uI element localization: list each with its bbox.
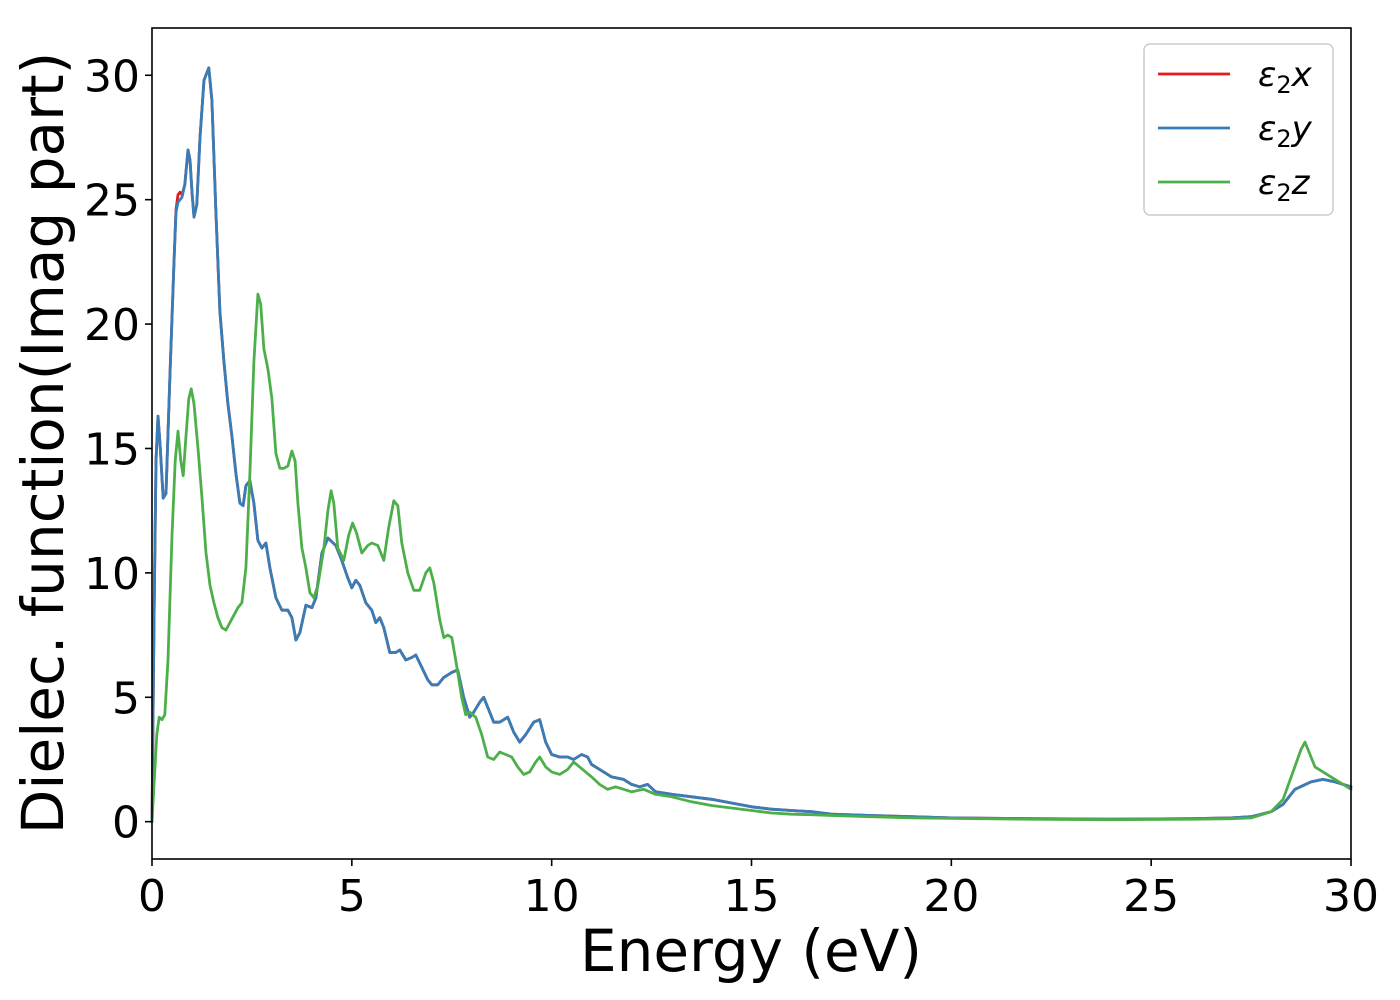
x-axis-label: Energy (eV) xyxy=(580,917,922,985)
legend-box xyxy=(1143,43,1334,216)
y-tick-label: 15 xyxy=(84,424,140,475)
y-tick-label: 5 xyxy=(112,673,140,724)
x-tick-label: 15 xyxy=(724,871,780,922)
legend-items: ε2x ε2y ε2z xyxy=(1158,55,1313,207)
x-tick-label: 20 xyxy=(923,871,979,922)
y-tick-label: 30 xyxy=(84,51,140,102)
legend: ε2x ε2y ε2z xyxy=(1143,43,1334,216)
x-tick-label: 5 xyxy=(338,871,366,922)
series-line-z xyxy=(150,292,1353,824)
x-tick-label: 30 xyxy=(1323,871,1379,922)
legend-label-y: ε2y xyxy=(1258,109,1313,153)
series-layer xyxy=(150,66,1353,824)
series-line-y xyxy=(150,66,1353,824)
y-tick-label: 20 xyxy=(84,300,140,351)
y-tick-label: 0 xyxy=(112,798,140,849)
x-axis-ticks: 0 5 10 15 20 25 30 xyxy=(138,859,1379,922)
y-tick-label: 25 xyxy=(84,176,140,227)
x-tick-label: 0 xyxy=(138,871,166,922)
legend-label-x: ε2x xyxy=(1258,55,1313,99)
x-tick-label: 25 xyxy=(1123,871,1179,922)
x-tick-label: 10 xyxy=(524,871,580,922)
y-axis-label: Dielec. function(Imag part) xyxy=(9,52,77,835)
y-tick-label: 10 xyxy=(84,549,140,600)
y-axis-ticks: 0 5 10 15 20 25 30 xyxy=(84,51,152,849)
legend-label-z: ε2z xyxy=(1258,163,1311,207)
